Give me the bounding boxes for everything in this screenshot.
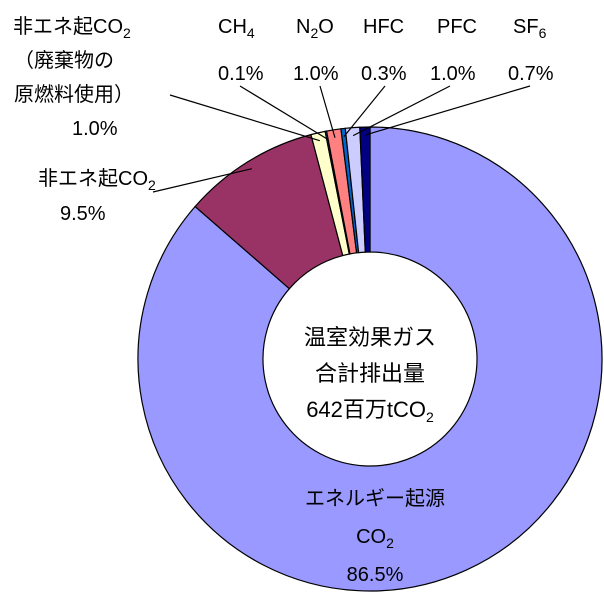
center-label-line1: 温室効果ガス (304, 325, 436, 350)
label-hfc-pct: 0.3% (361, 63, 407, 85)
label-waste-co2-line3: 原燃料使用） (14, 83, 134, 106)
leader-line-waste-co2 (169, 94, 320, 142)
label-sf6-pct: 0.7% (508, 63, 554, 85)
label-hfc: HFC (363, 16, 404, 38)
label-pfc: PFC (437, 16, 477, 38)
label-non-energy-co2: 非エネ起CO2 (38, 167, 156, 193)
label-pfc-pct: 1.0% (430, 63, 476, 85)
label-ch4: CH4 (218, 16, 255, 41)
leader-line-non-energy-co2 (152, 168, 253, 193)
center-label-line2: 合計排出量 (315, 361, 425, 386)
center-label-line3: 642百万tCO2 (306, 397, 434, 425)
leader-lines (152, 85, 531, 193)
label-n2o-pct: 1.0% (293, 63, 339, 85)
label-non-energy-co2-pct: 9.5% (60, 203, 106, 225)
label-energy-co2-line2: CO2 (356, 526, 394, 551)
leader-line-hfc (343, 85, 386, 137)
label-waste-co2-line1: 非エネ起CO2 (13, 15, 131, 41)
label-energy-co2-line1: エネルギー起源 (305, 487, 445, 510)
label-energy-co2-pct: 86.5% (347, 564, 404, 586)
slice-sf6 (359, 126, 371, 253)
donut-slices (137, 126, 603, 592)
leader-line-ch4 (239, 85, 328, 140)
label-waste-co2-pct: 1.0% (72, 118, 118, 140)
leader-line-pfc (352, 85, 451, 137)
leader-line-sf6 (364, 85, 531, 136)
label-ch4-pct: 0.1% (218, 63, 264, 85)
leader-line-n2o (319, 85, 336, 138)
label-sf6: SF6 (513, 16, 547, 41)
slice-energy-co2 (137, 126, 603, 592)
label-waste-co2-line2: （廃棄物の (14, 49, 114, 72)
label-n2o: N2O (296, 16, 334, 41)
